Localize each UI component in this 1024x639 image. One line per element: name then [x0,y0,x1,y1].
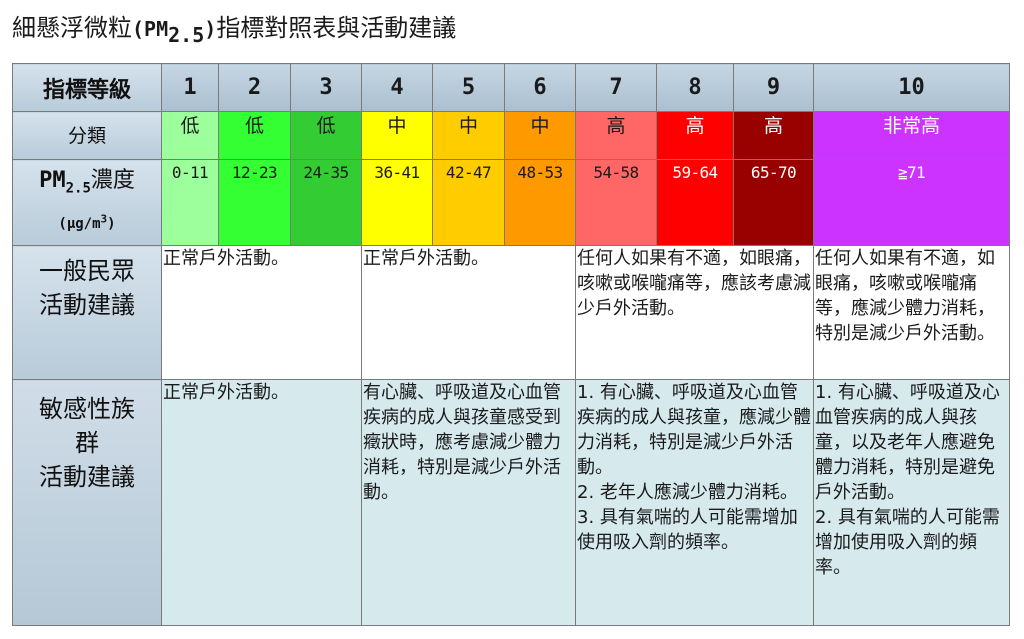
category-cell: 非常高 [813,111,1010,160]
concentration-cell: 59-64 [656,159,734,246]
level-cell: 5 [432,63,505,112]
sensitive-advice-row-label: 敏感性族 群 活動建議 [12,379,162,626]
title-paren-close: ) [204,17,217,41]
level-cell: 9 [733,63,814,112]
conc-label-word: 濃度 [90,168,135,194]
general-label-line2: 活動建議 [39,291,135,319]
conc-label-sub: 2.5 [65,180,91,197]
page-title: 細懸浮微粒(PM2.5)指標對照表與活動建議 [12,8,456,48]
title-paren-open: ( [132,17,145,41]
category-cell: 中 [361,111,433,160]
sensitive-advice-moderate: 有心臟、呼吸道及心血管疾病的成人與孩童感受到癥狀時，應考慮減少體力消耗，特別是減… [361,379,576,626]
conc-label-pm: PM [39,168,66,194]
concentration-row: PM2.5濃度 (μg/m3) 0-11 12-23 24-35 36-41 4… [12,159,1010,246]
conc-unit: (μg/m3) [58,212,116,232]
sensitive-advice-very-high: 1. 有心臟、呼吸道及心血管疾病的成人與孩童，以及老年人應避免體力消耗，特別是避… [813,379,1010,626]
general-advice-high: 任何人如果有不適，如眼痛，咳嗽或喉嚨痛等，應該考慮減少戶外活動。 [575,245,814,380]
level-cell: 1 [161,63,219,112]
level-row: 指標等級 1 2 3 4 5 6 7 8 9 10 [12,63,1010,112]
category-cell: 低 [218,111,291,160]
conc-unit-b: ) [107,215,116,232]
general-advice-row: 一般民眾 活動建議 正常戶外活動。 正常戶外活動。 任何人如果有不適，如眼痛，咳… [12,245,1010,380]
concentration-row-label: PM2.5濃度 (μg/m3) [12,159,162,246]
title-sub: 2.5 [168,22,205,47]
title-suffix: 指標對照表與活動建議 [216,14,457,42]
general-advice-moderate: 正常戶外活動。 [361,245,576,380]
sensitive-label-line2: 群 [75,429,99,457]
title-pm: PM [144,17,169,41]
category-cell: 高 [656,111,734,160]
concentration-cell: 36-41 [361,159,433,246]
conc-unit-sup: 3 [100,211,108,225]
sensitive-advice-row: 敏感性族 群 活動建議 正常戶外活動。 有心臟、呼吸道及心血管疾病的成人與孩童感… [12,379,1010,626]
level-row-label: 指標等級 [12,63,162,112]
category-cell: 中 [504,111,576,160]
general-advice-very-high: 任何人如果有不適，如眼痛，咳嗽或喉嚨痛等，應減少體力消耗，特別是減少戶外活動。 [813,245,1010,380]
sensitive-label-line1: 敏感性族 [39,395,135,423]
general-advice-row-label: 一般民眾 活動建議 [12,245,162,380]
level-cell: 3 [290,63,362,112]
category-cell: 高 [733,111,814,160]
sensitive-label-line3: 活動建議 [39,463,135,491]
concentration-cell: 65-70 [733,159,814,246]
sensitive-advice-low: 正常戶外活動。 [161,379,362,626]
concentration-cell: 0-11 [161,159,219,246]
level-cell: 7 [575,63,657,112]
level-cell: 4 [361,63,433,112]
concentration-cell: 24-35 [290,159,362,246]
category-cell: 低 [161,111,219,160]
category-row-label: 分類 [12,111,162,160]
general-advice-low: 正常戶外活動。 [161,245,362,380]
level-cell: 8 [656,63,734,112]
concentration-cell: 48-53 [504,159,576,246]
concentration-cell: 54-58 [575,159,657,246]
category-cell: 低 [290,111,362,160]
category-cell: 中 [432,111,505,160]
level-cell: 2 [218,63,291,112]
concentration-cell: 42-47 [432,159,505,246]
level-cell: 10 [813,63,1010,112]
concentration-cell: 12-23 [218,159,291,246]
sensitive-advice-high: 1. 有心臟、呼吸道及心血管疾病的成人與孩童，應減少體力消耗，特別是減少戶外活動… [575,379,814,626]
general-label-line1: 一般民眾 [39,257,135,285]
category-cell: 高 [575,111,657,160]
pm25-index-table: 指標等級 1 2 3 4 5 6 7 8 9 10 分類 低 低 低 中 中 中… [12,63,1010,626]
concentration-cell: ≧71 [813,159,1010,246]
level-cell: 6 [504,63,576,112]
title-prefix: 細懸浮微粒 [12,14,132,42]
category-row: 分類 低 低 低 中 中 中 高 高 高 非常高 [12,111,1010,160]
conc-unit-a: (μg/m [58,215,101,232]
